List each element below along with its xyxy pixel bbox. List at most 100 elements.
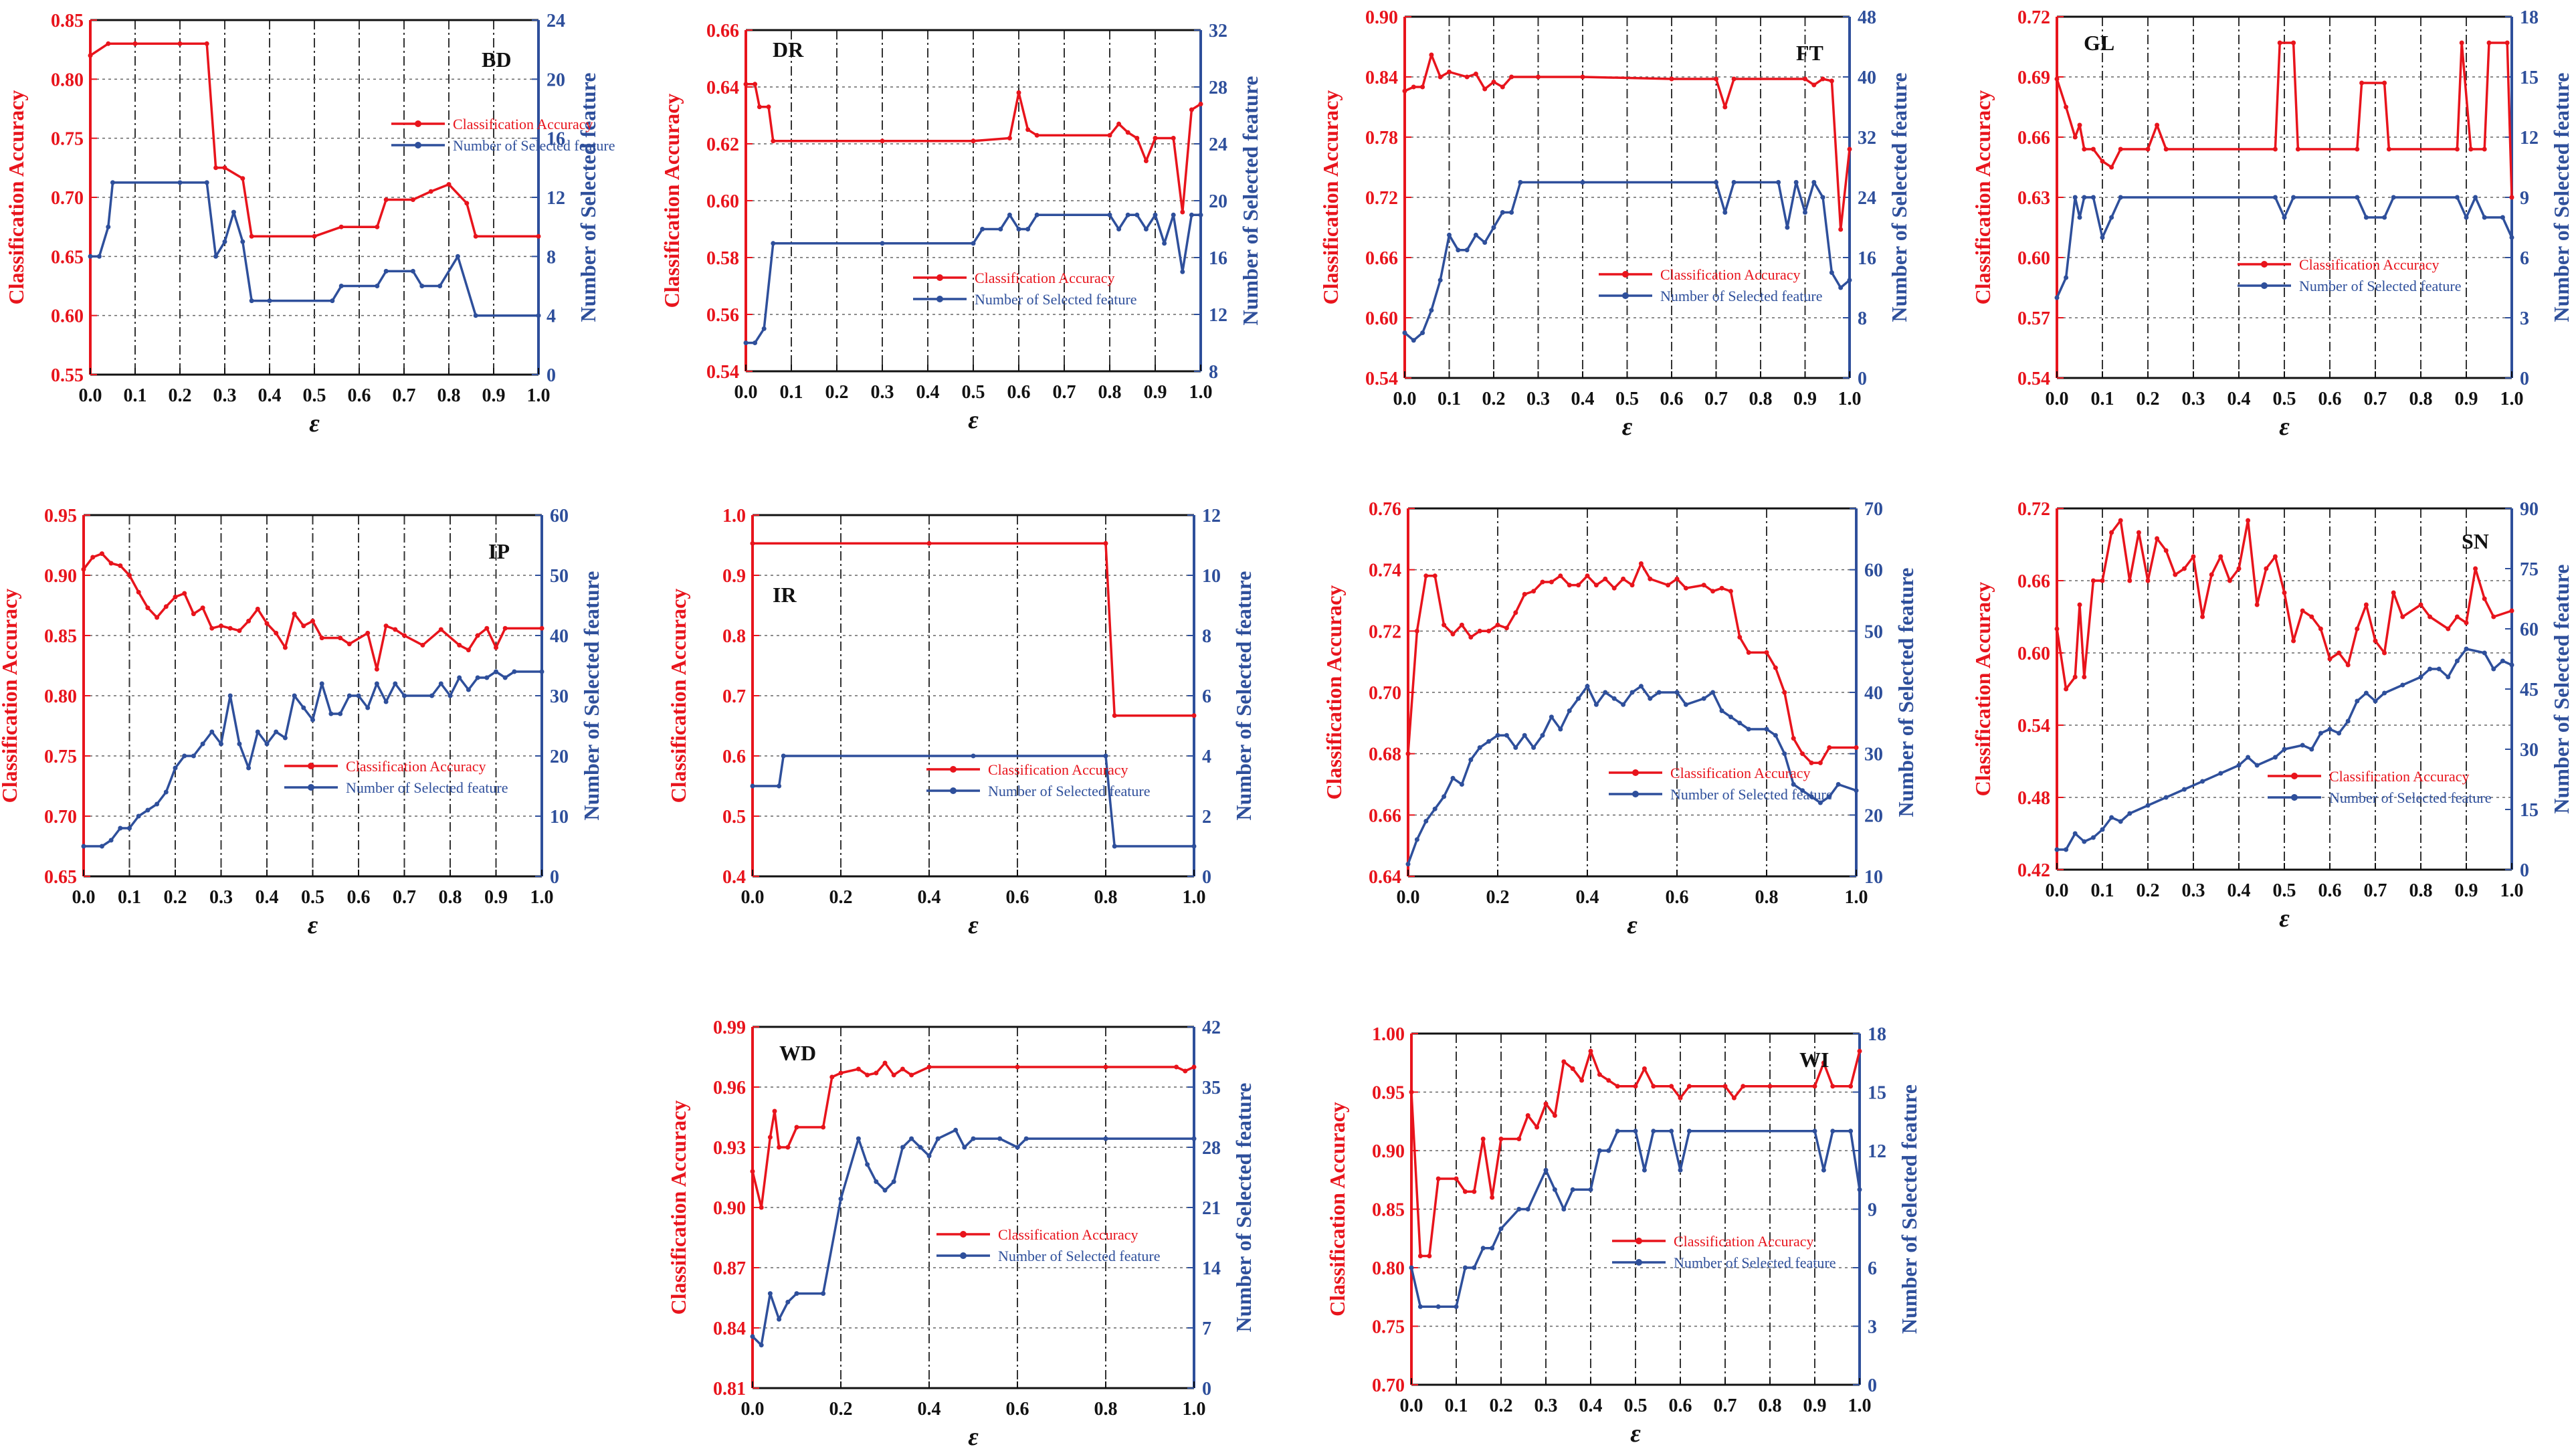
- data-point: [1438, 74, 1443, 80]
- data-point: [2064, 275, 2069, 280]
- data-point: [182, 753, 187, 759]
- x-tick-label: 0.0: [1393, 389, 1417, 409]
- data-point: [794, 1125, 799, 1130]
- data-point: [1731, 180, 1737, 185]
- data-point: [2246, 518, 2251, 523]
- data-point: [1414, 628, 1419, 634]
- data-point: [1827, 745, 1832, 750]
- left-y-tick-label: 0.85: [44, 626, 77, 647]
- left-y-tick-label: 0.81: [713, 1379, 746, 1399]
- left-y-tick-label: 0.78: [1365, 128, 1398, 149]
- x-axis-label: ε: [968, 1423, 979, 1451]
- data-point: [2391, 590, 2396, 595]
- right-y-tick-label: 12: [1209, 305, 1227, 326]
- left-y-tick-label: 0.85: [1372, 1200, 1405, 1221]
- data-point: [1611, 696, 1617, 701]
- left-y-tick-label: 0.60: [2017, 644, 2050, 664]
- data-point: [365, 630, 371, 636]
- right-y-tick-label: 8: [1858, 308, 1867, 329]
- x-tick-label: 0.8: [1094, 1399, 1118, 1420]
- x-tick-label: 0.6: [1007, 382, 1031, 403]
- data-point: [1728, 714, 1733, 720]
- x-tick-label: 0.1: [1445, 1395, 1468, 1416]
- accuracy-series: [88, 41, 541, 239]
- data-point: [2277, 40, 2282, 45]
- data-point: [204, 41, 209, 46]
- data-point: [1570, 1187, 1575, 1192]
- data-point: [1809, 760, 1814, 765]
- data-point: [2454, 147, 2460, 152]
- x-axis-label: ε: [968, 911, 979, 939]
- data-point: [2309, 614, 2314, 619]
- right-y-tick-label: 10: [1864, 867, 1883, 888]
- data-point: [255, 606, 260, 611]
- x-tick-label: 0.8: [2409, 880, 2433, 901]
- data-point: [1820, 76, 1825, 82]
- data-point: [2309, 747, 2314, 752]
- data-point: [2054, 76, 2060, 82]
- data-point: [502, 625, 508, 631]
- data-point: [2272, 147, 2278, 152]
- left-y-tick-label: 1.0: [722, 506, 746, 526]
- panel-title: WI: [1799, 1048, 1829, 1072]
- data-point: [402, 693, 407, 698]
- left-y-tick-label: 0.64: [1369, 867, 1401, 888]
- x-tick-label: 0.5: [2273, 880, 2296, 901]
- right-y-tick-label: 10: [550, 807, 569, 828]
- right-y-tick-label: 10: [1202, 566, 1221, 587]
- chart-panel-bd: 0.0 0.1 0.2 0.3 0.4 0.5 0.6 0.7 0.8 0.9 1.0 ε 0.55 0.…: [4, 11, 615, 438]
- right-y-tick-label: 28: [1209, 78, 1227, 98]
- data-point: [1686, 1084, 1692, 1089]
- legend: Classification Accuracy Number of Selecte…: [913, 270, 1137, 308]
- data-point: [106, 41, 111, 46]
- x-tick-label: 0.1: [1438, 389, 1461, 409]
- x-tick-label: 1.0: [530, 887, 554, 908]
- right-y-tick-label: 16: [547, 129, 565, 150]
- right-y-axis-label: Number of Selected feature: [2549, 73, 2573, 322]
- right-y-tick-label: 24: [547, 11, 565, 31]
- left-y-axis-label: Classification Accuracy: [1318, 90, 1343, 305]
- right-y-tick-label: 0: [2520, 860, 2529, 881]
- data-point: [213, 165, 219, 171]
- right-y-tick-label: 90: [2520, 499, 2539, 520]
- data-point: [163, 789, 169, 795]
- accuracy-series: [2054, 518, 2514, 692]
- data-point: [2254, 602, 2260, 607]
- data-point: [1629, 690, 1635, 695]
- x-tick-label: 0.8: [1094, 887, 1118, 908]
- legend-marker: [1636, 1238, 1642, 1244]
- data-point: [2373, 638, 2378, 644]
- right-y-tick-label: 0: [550, 867, 559, 888]
- data-point: [1103, 753, 1108, 759]
- x-tick-label: 0.0: [72, 887, 96, 908]
- data-point: [118, 826, 123, 831]
- legend-marker: [960, 1231, 967, 1238]
- x-tick-label: 0.8: [1749, 389, 1773, 409]
- data-point: [420, 642, 425, 648]
- left-y-axis-label: Classification Accuracy: [660, 94, 684, 308]
- data-point: [2072, 195, 2078, 200]
- data-point: [108, 561, 114, 566]
- right-y-axis-label: Number of Selected feature: [576, 73, 600, 322]
- data-point: [2400, 614, 2405, 619]
- data-point: [1456, 248, 1461, 253]
- data-point: [821, 1291, 826, 1296]
- data-point: [2318, 731, 2323, 736]
- data-point: [2386, 147, 2391, 152]
- data-point: [1540, 579, 1545, 585]
- legend-marker: [1636, 1259, 1642, 1266]
- data-point: [1473, 72, 1478, 76]
- data-point: [1016, 227, 1021, 231]
- data-point: [2181, 787, 2187, 792]
- left-y-tick-label: 0.60: [51, 306, 84, 327]
- data-point: [2054, 626, 2060, 632]
- data-point: [2482, 650, 2487, 656]
- x-axis-label: ε: [2279, 904, 2290, 933]
- data-point: [1722, 1084, 1728, 1089]
- data-point: [2468, 147, 2474, 152]
- data-point: [282, 645, 288, 650]
- data-point: [173, 594, 178, 599]
- x-tick-label: 0.6: [1006, 1399, 1029, 1420]
- data-point: [1669, 1084, 1674, 1089]
- legend: Classification Accuracy Number of Selecte…: [391, 116, 615, 154]
